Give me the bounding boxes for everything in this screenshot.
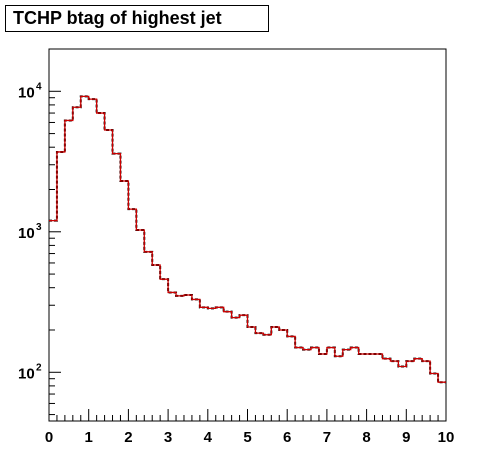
- x-tick-label: 2: [124, 429, 132, 446]
- x-tick-label: 3: [164, 429, 172, 446]
- x-tick-label: 9: [402, 429, 410, 446]
- x-axis-tick-labels: 0 1 2 3 4 5 6 7 8 9 10: [45, 429, 455, 446]
- x-axis-ticks: [48, 409, 447, 421]
- y-tick-base: 10: [18, 225, 35, 242]
- y-tick-label: 10 3: [18, 222, 42, 242]
- y-tick-exponent: 4: [36, 81, 42, 92]
- y-tick-exponent: 2: [36, 362, 42, 373]
- x-tick-label: 8: [362, 429, 370, 446]
- series-group: [49, 95, 446, 384]
- x-tick-label: 5: [243, 429, 251, 446]
- series-solid-line: [49, 95, 446, 383]
- y-tick-base: 10: [18, 365, 35, 382]
- x-tick-label: 10: [438, 429, 455, 446]
- y-axis-ticks: [49, 48, 61, 416]
- x-tick-label: 1: [85, 429, 93, 446]
- x-tick-label: 7: [323, 429, 331, 446]
- x-tick-label: 0: [45, 429, 53, 446]
- y-tick-base: 10: [18, 84, 35, 101]
- plot-frame: [48, 48, 447, 422]
- x-tick-label: 4: [204, 429, 213, 446]
- series-dashed-line: [49, 95, 446, 384]
- y-tick-exponent: 3: [36, 222, 42, 233]
- chart-title: TCHP btag of highest jet: [5, 5, 269, 32]
- y-tick-label: 10 2: [18, 362, 42, 382]
- x-tick-label: 6: [283, 429, 291, 446]
- y-tick-label: 10 4: [18, 81, 42, 101]
